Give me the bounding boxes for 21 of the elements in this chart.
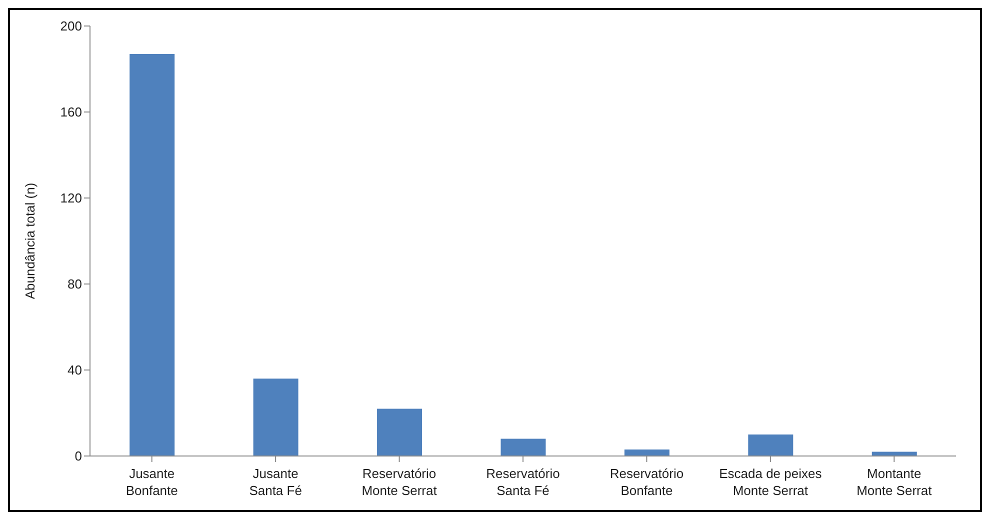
x-tick-label: Jusante Bonfante xyxy=(126,466,178,498)
bar xyxy=(253,378,298,456)
x-tick-label: Reservatório Santa Fé xyxy=(486,466,560,498)
bar xyxy=(130,54,175,456)
bar xyxy=(377,408,422,456)
bar xyxy=(872,452,917,456)
bar xyxy=(500,438,546,456)
x-tick-label: Reservatório Monte Serrat xyxy=(362,466,438,498)
y-tick-label: 40 xyxy=(68,362,82,378)
y-tick-label: 80 xyxy=(68,276,82,292)
y-axis-title: Abundância total (n) xyxy=(22,182,38,300)
x-tick-label: Escada de peixes Monte Serrat xyxy=(719,466,822,498)
bar xyxy=(748,434,794,456)
y-tick-label: 120 xyxy=(60,190,82,206)
x-tick-label: Montante Monte Serrat xyxy=(856,466,932,498)
bar xyxy=(624,450,670,456)
x-tick-label: Jusante Santa Fé xyxy=(249,466,302,498)
x-tick-label: Reservatório Bonfante xyxy=(610,466,684,498)
y-tick-label: 160 xyxy=(60,104,82,120)
y-tick-label: 0 xyxy=(74,448,82,464)
y-tick-label: 200 xyxy=(60,18,82,34)
